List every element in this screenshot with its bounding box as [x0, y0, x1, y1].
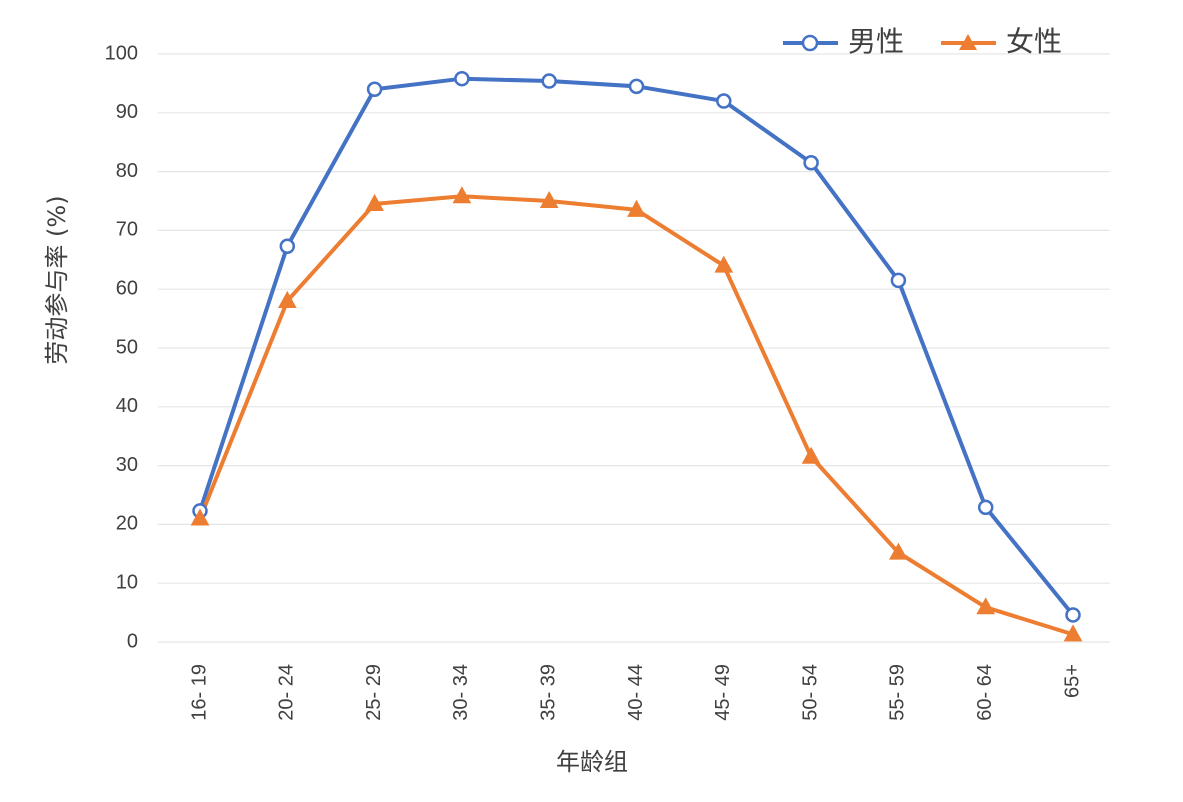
x-tick-label: 40- 44	[625, 664, 647, 721]
y-tick-label: 40	[116, 395, 138, 417]
y-tick-label: 20	[116, 513, 138, 535]
data-point	[277, 290, 297, 308]
data-point	[366, 81, 383, 98]
data-point	[1063, 624, 1083, 642]
y-axis-title: 劳动参与率 (%)	[43, 195, 71, 364]
legend-label-male: 男性	[848, 25, 904, 58]
data-point	[452, 186, 472, 204]
data-point	[190, 508, 210, 526]
data-point	[890, 272, 907, 289]
y-tick-label: 60	[116, 277, 138, 299]
data-point	[801, 446, 821, 464]
data-point	[889, 542, 908, 560]
y-tick-label: 90	[116, 101, 138, 123]
legend-item-female: 女性	[941, 25, 1062, 58]
y-axis-ticks: 0 10 20 30 40 50 60 70 80 90 100	[105, 42, 138, 652]
data-point	[279, 238, 296, 255]
data-point	[539, 190, 559, 208]
x-tick-label: 65+	[1061, 664, 1083, 698]
legend: 男性 女性	[783, 25, 1062, 58]
series-line	[198, 194, 1075, 637]
x-tick-label: 55- 59	[887, 664, 909, 721]
data-point	[628, 78, 645, 95]
x-tick-label: 35- 39	[537, 664, 559, 721]
y-tick-label: 100	[105, 42, 138, 64]
data-point	[803, 155, 819, 171]
data-point	[976, 597, 996, 615]
y-tick-label: 30	[116, 454, 138, 476]
x-tick-label: 45- 49	[712, 664, 734, 721]
x-tick-label: 60- 64	[974, 664, 996, 721]
gridlines	[158, 53, 1110, 643]
data-point	[454, 70, 470, 87]
x-tick-label: 30- 34	[450, 664, 472, 721]
data-point	[627, 199, 646, 217]
y-tick-label: 70	[116, 219, 138, 241]
data-point	[977, 499, 994, 516]
data-point	[365, 193, 384, 211]
x-tick-label: 16- 19	[188, 664, 210, 721]
x-tick-label: 20- 24	[276, 664, 298, 721]
data-point	[1065, 607, 1081, 623]
y-tick-label: 50	[116, 336, 138, 358]
y-tick-label: 10	[116, 571, 138, 593]
data-point	[716, 93, 732, 109]
x-axis-ticks: 16- 19 20- 24 25- 29 30- 34 35- 39 40- 44 45- …	[188, 664, 1083, 721]
data-point	[714, 255, 734, 273]
legend-item-male: 男性	[783, 25, 904, 58]
x-tick-label: 50- 54	[799, 664, 821, 721]
x-tick-label: 25- 29	[363, 664, 385, 721]
series-lines	[198, 76, 1075, 637]
series-markers	[190, 70, 1083, 642]
legend-label-female: 女性	[1006, 25, 1062, 58]
y-tick-label: 0	[127, 630, 138, 652]
x-axis-title: 年龄组	[556, 748, 628, 776]
series-line	[198, 76, 1075, 617]
y-tick-label: 80	[116, 160, 138, 182]
data-point	[541, 73, 557, 89]
